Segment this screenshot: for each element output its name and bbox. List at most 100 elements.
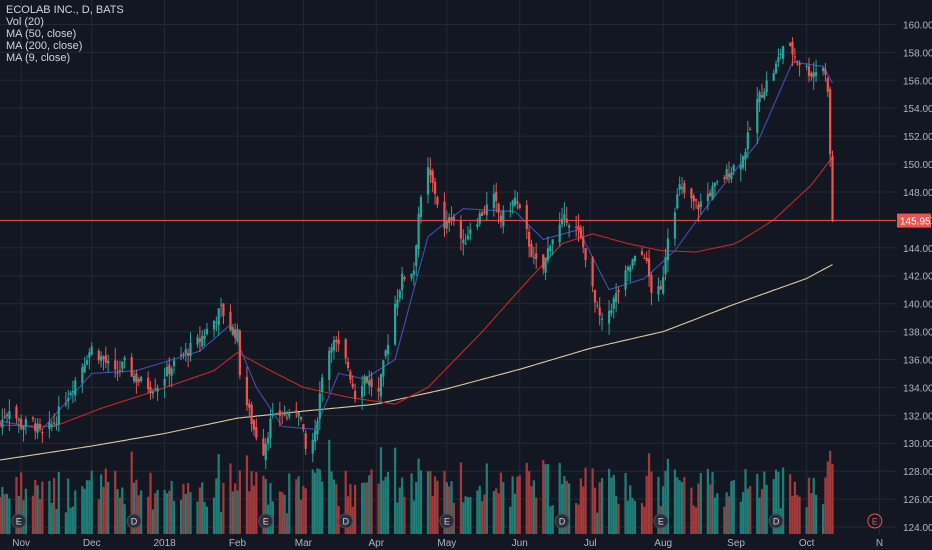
candle — [563, 202, 566, 227]
volume-bar — [528, 471, 531, 534]
volume-bar — [398, 487, 401, 534]
volume-bar — [102, 486, 105, 534]
volume-bar — [285, 513, 289, 534]
candle — [88, 348, 91, 370]
candle — [238, 329, 241, 380]
candle — [297, 411, 300, 426]
candle — [311, 432, 314, 463]
candle — [829, 86, 832, 167]
legend-volume: Vol (20) — [6, 16, 44, 28]
candle — [156, 384, 159, 401]
volume-bar — [139, 490, 143, 534]
volume-bar — [826, 461, 829, 534]
event-marker-E[interactable]: E — [867, 513, 883, 529]
volume-bar — [492, 491, 495, 534]
volume-bar — [593, 487, 597, 534]
volume-bar — [485, 463, 488, 534]
volume-bar — [377, 483, 380, 534]
candle — [170, 366, 173, 388]
candle — [107, 354, 110, 373]
volume-bar — [450, 481, 453, 534]
volume-bar — [796, 495, 799, 534]
legend-symbol: ECOLAB INC., D, BATS — [6, 4, 124, 16]
volume-bar — [591, 468, 594, 534]
volume-bar — [676, 477, 679, 534]
candle — [0, 421, 2, 427]
candle — [236, 324, 239, 343]
candle — [361, 375, 364, 410]
candle — [744, 148, 747, 171]
candle — [575, 215, 578, 238]
volume-bar — [680, 482, 684, 534]
candle — [807, 57, 811, 83]
event-marker-E[interactable]: E — [11, 513, 27, 529]
candle — [130, 353, 133, 377]
volume-bar — [393, 447, 397, 534]
volume-bar — [151, 509, 154, 534]
candle — [172, 357, 176, 374]
candle — [462, 229, 465, 256]
volume-bar — [41, 481, 44, 534]
volume-bar — [219, 511, 223, 534]
candle — [633, 255, 637, 266]
candle — [495, 182, 498, 213]
volume-bar — [34, 480, 37, 534]
volume-bar — [464, 496, 467, 534]
candle — [24, 416, 27, 435]
y-tick-label: 134.00 — [903, 383, 932, 394]
candle — [749, 126, 752, 131]
volume-bar — [55, 508, 58, 534]
y-tick-label: 138.00 — [903, 328, 932, 339]
candle — [285, 410, 289, 421]
volume-bar — [746, 488, 749, 534]
candle — [83, 356, 86, 374]
x-tick-label: Jul — [584, 538, 597, 549]
volume-bar — [149, 472, 152, 534]
candle — [732, 163, 735, 176]
candle — [278, 401, 281, 427]
volume-bar — [121, 487, 124, 534]
candle — [346, 357, 350, 372]
volume-bar — [344, 470, 347, 534]
event-marker-D[interactable]: D — [768, 513, 784, 529]
volume-bar — [615, 496, 618, 534]
volume-bar — [154, 493, 157, 534]
volume-bar — [135, 479, 138, 534]
volume-bar — [678, 480, 681, 534]
event-marker-E[interactable]: E — [439, 513, 455, 529]
candle — [1, 408, 4, 436]
event-marker-E[interactable]: E — [653, 513, 669, 529]
volume-bar — [584, 467, 587, 534]
event-marker-D[interactable]: D — [126, 513, 142, 529]
y-tick-label: 152.00 — [903, 132, 932, 143]
candle — [485, 192, 488, 222]
candle — [104, 346, 107, 369]
volume-bar — [269, 483, 272, 534]
volume-bar — [744, 468, 747, 534]
candle — [706, 182, 709, 211]
candle — [640, 247, 644, 257]
event-marker-D[interactable]: D — [554, 513, 570, 529]
candle — [386, 334, 390, 365]
candle — [353, 383, 357, 403]
candle — [699, 193, 702, 215]
candle — [798, 60, 801, 77]
volume-bar — [565, 480, 568, 534]
volume-bar — [3, 494, 6, 534]
candle — [433, 177, 437, 205]
event-marker-D[interactable]: D — [338, 513, 354, 529]
volume-bar — [236, 490, 239, 534]
event-marker-E[interactable]: E — [258, 513, 274, 529]
candle — [283, 405, 286, 417]
volume-bar — [483, 494, 486, 534]
volume-bar — [165, 493, 169, 534]
candle — [22, 425, 25, 442]
x-tick-label: Mar — [295, 538, 313, 549]
candle — [647, 249, 651, 287]
candle — [363, 374, 366, 397]
volume-bar — [596, 512, 599, 534]
candle — [147, 371, 150, 394]
candle — [549, 244, 552, 258]
